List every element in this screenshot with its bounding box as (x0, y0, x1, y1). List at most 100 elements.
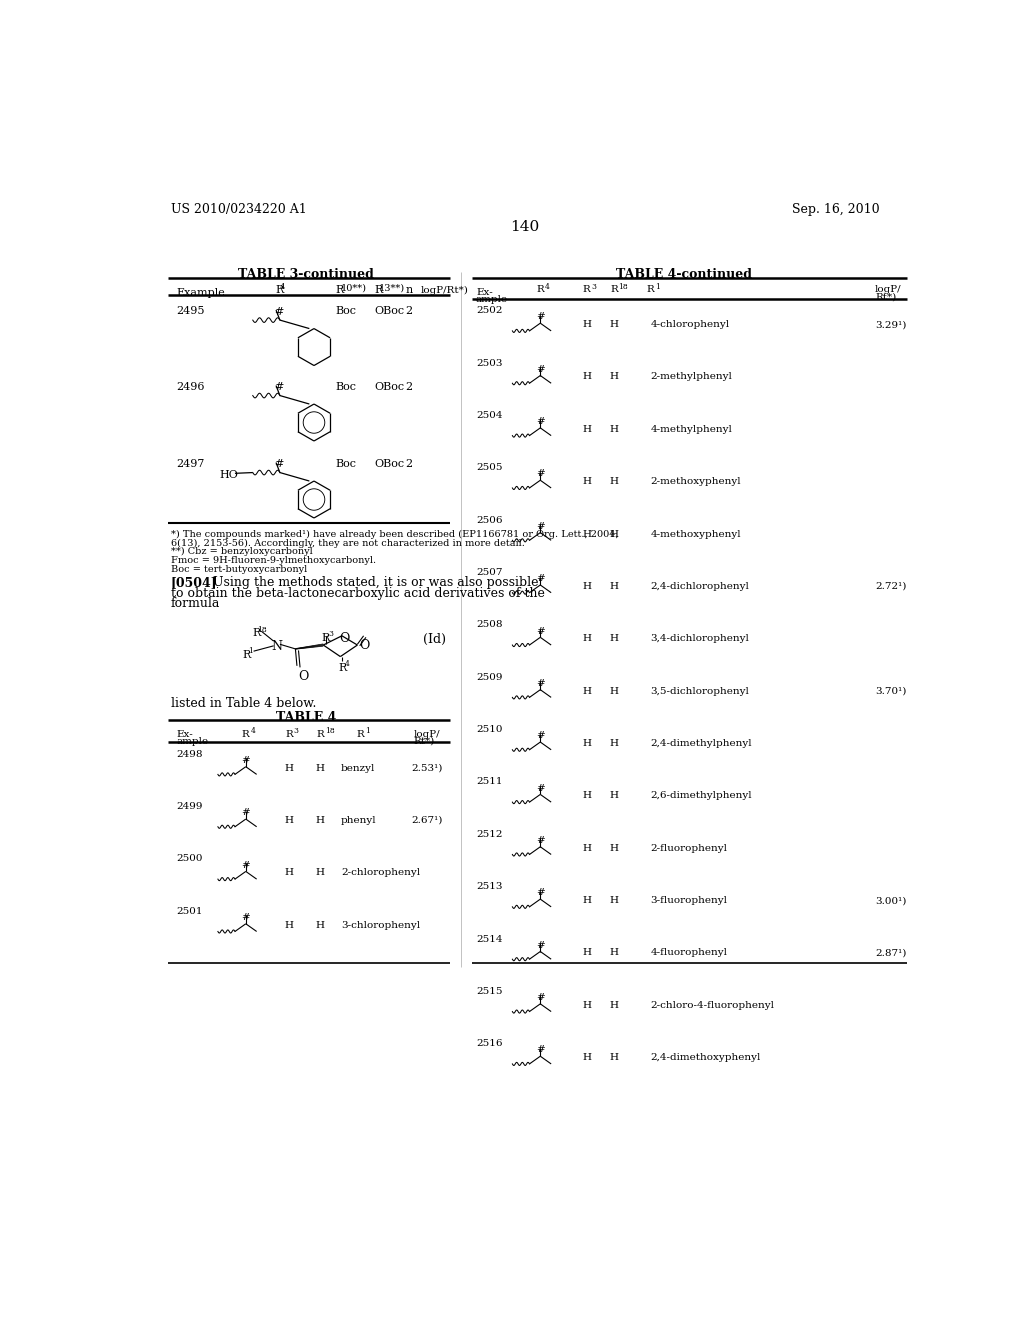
Text: 1: 1 (655, 284, 659, 292)
Text: logP/: logP/ (876, 285, 902, 294)
Text: H: H (609, 949, 618, 957)
Text: R: R (356, 730, 365, 739)
Text: 4: 4 (280, 284, 286, 292)
Text: #: # (536, 784, 545, 792)
Text: #: # (242, 913, 250, 921)
Text: 2512: 2512 (476, 830, 503, 838)
Text: 2: 2 (406, 381, 413, 392)
Text: #: # (536, 627, 545, 635)
Text: H: H (583, 896, 591, 906)
Text: 1: 1 (366, 727, 370, 735)
Text: H: H (315, 869, 325, 878)
Text: (Id): (Id) (423, 632, 445, 645)
Text: #: # (536, 678, 545, 688)
Text: R: R (252, 628, 260, 638)
Text: 2,4-dichlorophenyl: 2,4-dichlorophenyl (650, 582, 750, 591)
Text: H: H (609, 425, 618, 434)
Text: H: H (583, 1053, 591, 1063)
Text: 2499: 2499 (176, 803, 203, 810)
Text: R: R (375, 285, 383, 296)
Text: TABLE 4: TABLE 4 (276, 711, 337, 725)
Text: 10**): 10**) (340, 284, 367, 292)
Text: H: H (285, 816, 294, 825)
Text: 2497: 2497 (176, 459, 205, 469)
Text: 2-methylphenyl: 2-methylphenyl (650, 372, 732, 381)
Text: 6(13), 2153-56). Accordingly, they are not characterized in more detail.: 6(13), 2153-56). Accordingly, they are n… (171, 539, 524, 548)
Text: 3,4-dichlorophenyl: 3,4-dichlorophenyl (650, 635, 750, 643)
Text: R: R (242, 730, 250, 739)
Text: #: # (536, 836, 545, 845)
Text: 4-chlorophenyl: 4-chlorophenyl (650, 321, 729, 329)
Text: 3: 3 (592, 284, 596, 292)
Text: #: # (242, 808, 250, 817)
Text: #: # (242, 861, 250, 870)
Text: 2,4-dimethoxyphenyl: 2,4-dimethoxyphenyl (650, 1053, 761, 1063)
Text: 4: 4 (345, 660, 350, 668)
Text: #: # (536, 417, 545, 426)
Text: Fmoc = 9H-fluoren-9-ylmethoxycarbonyl.: Fmoc = 9H-fluoren-9-ylmethoxycarbonyl. (171, 556, 376, 565)
Text: #: # (536, 993, 545, 1002)
Text: Boc: Boc (336, 306, 356, 317)
Text: H: H (609, 1001, 618, 1010)
Text: H: H (609, 792, 618, 800)
Text: Sep. 16, 2010: Sep. 16, 2010 (793, 203, 880, 216)
Text: to obtain the beta-lactonecarboxylic acid derivatives of the: to obtain the beta-lactonecarboxylic aci… (171, 586, 545, 599)
Text: 2-methoxyphenyl: 2-methoxyphenyl (650, 478, 741, 486)
Text: R: R (646, 285, 654, 294)
Text: H: H (315, 921, 325, 929)
Text: H: H (583, 478, 591, 486)
Text: OBoc: OBoc (375, 459, 404, 469)
Text: 4-fluorophenyl: 4-fluorophenyl (650, 949, 727, 957)
Text: logP/Rt*): logP/Rt*) (421, 285, 469, 294)
Text: R: R (537, 285, 544, 294)
Text: 2-chlorophenyl: 2-chlorophenyl (341, 869, 420, 878)
Text: ample: ample (476, 294, 508, 304)
Text: H: H (583, 792, 591, 800)
Text: H: H (609, 529, 618, 539)
Text: 2500: 2500 (176, 854, 203, 863)
Text: #: # (273, 459, 283, 470)
Text: H: H (609, 321, 618, 329)
Text: 2.67¹): 2.67¹) (411, 816, 442, 825)
Text: 2504: 2504 (476, 411, 503, 420)
Text: R: R (339, 663, 347, 673)
Text: H: H (609, 478, 618, 486)
Text: H: H (285, 763, 294, 772)
Text: H: H (285, 921, 294, 929)
Text: #: # (536, 521, 545, 531)
Text: H: H (609, 896, 618, 906)
Text: H: H (609, 739, 618, 748)
Text: #: # (273, 383, 283, 392)
Text: H: H (583, 425, 591, 434)
Text: logP/: logP/ (414, 730, 440, 739)
Text: Boc: Boc (336, 459, 356, 469)
Text: R: R (322, 632, 330, 643)
Text: 2-chloro-4-fluorophenyl: 2-chloro-4-fluorophenyl (650, 1001, 774, 1010)
Text: H: H (583, 686, 591, 696)
Text: #: # (536, 941, 545, 949)
Text: #: # (536, 313, 545, 321)
Text: 1: 1 (248, 647, 253, 655)
Text: R: R (316, 730, 324, 739)
Text: 3,5-dichlorophenyl: 3,5-dichlorophenyl (650, 686, 750, 696)
Text: #: # (536, 1045, 545, 1055)
Text: [0504]: [0504] (171, 576, 217, 589)
Text: 4-methoxyphenyl: 4-methoxyphenyl (650, 529, 741, 539)
Text: H: H (583, 582, 591, 591)
Text: 2495: 2495 (176, 306, 205, 317)
Text: 2: 2 (406, 459, 413, 469)
Text: benzyl: benzyl (341, 763, 376, 772)
Text: HO: HO (219, 470, 239, 480)
Text: H: H (583, 372, 591, 381)
Text: #: # (536, 470, 545, 478)
Text: 2.87¹): 2.87¹) (876, 949, 906, 957)
Text: #: # (536, 888, 545, 898)
Text: H: H (583, 739, 591, 748)
Text: ample: ample (176, 737, 208, 746)
Text: formula: formula (171, 598, 220, 610)
Text: Boc = tert-butyoxycarbonyl: Boc = tert-butyoxycarbonyl (171, 565, 307, 574)
Text: H: H (583, 949, 591, 957)
Text: 3.29¹): 3.29¹) (876, 321, 906, 329)
Text: 2.72¹): 2.72¹) (876, 582, 906, 591)
Text: 2503: 2503 (476, 359, 503, 367)
